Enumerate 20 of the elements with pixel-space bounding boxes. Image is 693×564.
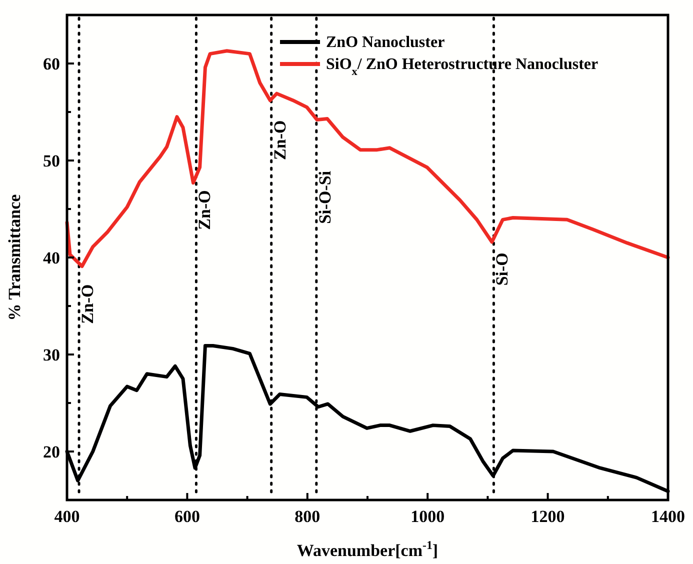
y-tick-label: 40 — [43, 248, 60, 268]
x-tick-label: 800 — [294, 507, 320, 526]
x-tick-label: 1400 — [651, 507, 685, 526]
x-tick-label: 1000 — [410, 507, 445, 526]
annotation: Si-O-Si — [315, 170, 334, 224]
y-axis-title: % Transmittance — [5, 194, 24, 321]
annotation: Zn-O — [78, 284, 98, 324]
annotation: Zn-O — [270, 120, 290, 160]
y-tick-label: 30 — [43, 346, 60, 364]
y-tick-label: 20 — [43, 442, 60, 462]
y-tick-label: 60 — [43, 54, 60, 74]
legend-label: SiO$_{x}$/ ZnO Heterostructure Nanocluster — [326, 56, 598, 78]
y-tick-label: 50 — [43, 152, 60, 170]
legend-label: ZnO Nanocluster — [326, 34, 445, 51]
x-tick-label: 600 — [174, 507, 200, 526]
x-axis-title: Wavenumber[cm$^{-1}$] — [296, 538, 438, 560]
annotation: Zn-O — [195, 190, 214, 230]
annotation: Si-O — [492, 252, 512, 286]
x-tick-label: 400 — [54, 507, 80, 526]
x-tick-label: 1200 — [530, 507, 565, 526]
